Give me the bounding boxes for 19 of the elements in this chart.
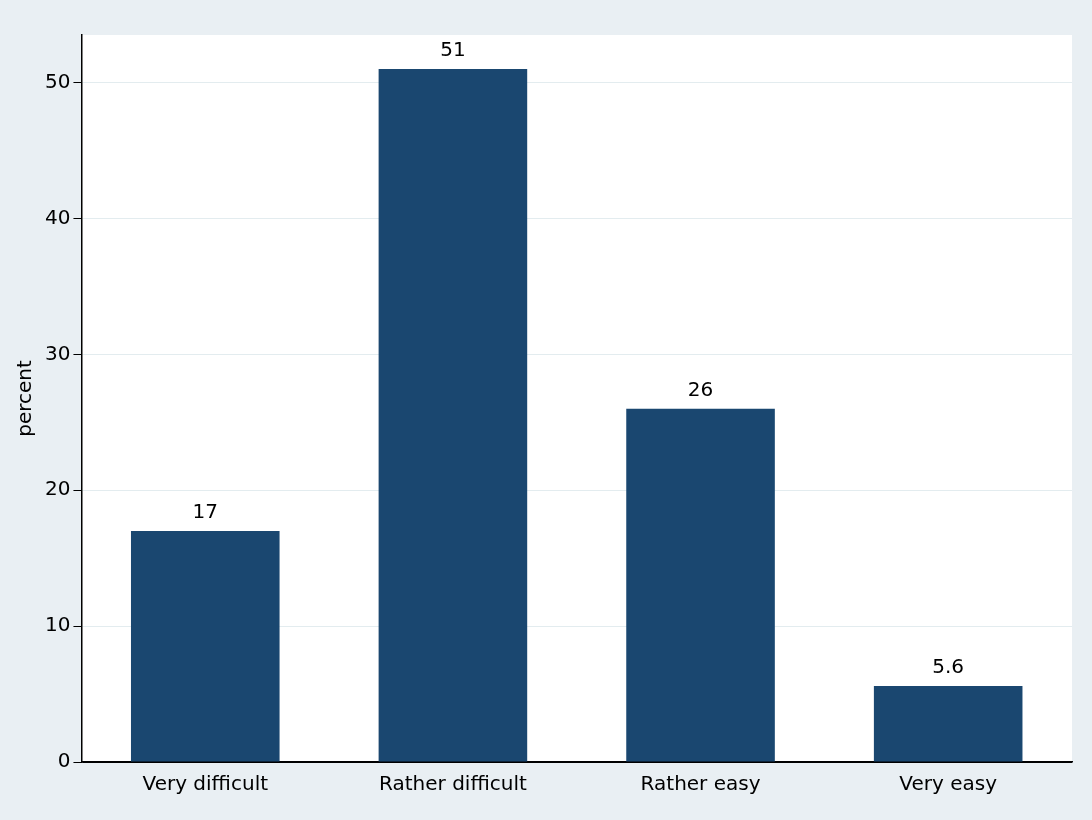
bar xyxy=(873,685,1023,762)
data-label: 17 xyxy=(192,499,218,524)
bar xyxy=(378,68,528,762)
y-tick-label: 0 xyxy=(57,748,71,773)
data-label: 5.6 xyxy=(932,654,965,679)
data-label: 51 xyxy=(440,37,466,62)
x-tick-label: Rather easy xyxy=(640,771,761,796)
x-tick-label: Rather difficult xyxy=(379,771,527,796)
bar xyxy=(626,408,775,762)
data-label: 26 xyxy=(687,376,714,401)
y-tick-label: 10 xyxy=(45,612,71,637)
y-axis-title: percent xyxy=(12,360,37,437)
x-tick-label: Very difficult xyxy=(142,771,269,796)
y-tick-label: 40 xyxy=(45,204,71,229)
bar xyxy=(130,530,280,762)
x-tick-label: Very easy xyxy=(899,771,998,796)
y-tick-label: 30 xyxy=(45,340,71,365)
y-tick-label: 20 xyxy=(45,476,71,501)
y-tick-label: 50 xyxy=(45,68,71,93)
